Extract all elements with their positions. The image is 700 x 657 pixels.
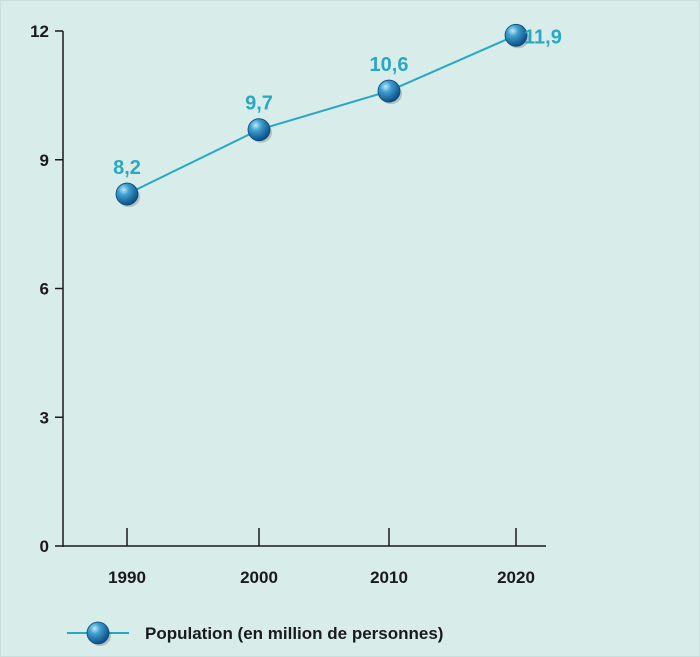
data-point <box>377 79 401 103</box>
data-point <box>247 118 271 142</box>
legend: Population (en million de personnes) <box>67 621 443 646</box>
data-label: 8,2 <box>113 157 141 179</box>
y-tick-label: 3 <box>40 408 49 427</box>
y-tick-label: 9 <box>40 151 49 170</box>
x-tick-label: 1990 <box>108 568 146 587</box>
series-line <box>126 34 517 195</box>
y-tick-label: 0 <box>40 537 49 556</box>
x-tick-label: 2000 <box>240 568 278 587</box>
y-tick-label: 12 <box>30 22 49 41</box>
x-tick-label: 2010 <box>370 568 408 587</box>
data-label: 11,9 <box>524 26 562 48</box>
legend-label: Population (en million de personnes) <box>145 624 443 643</box>
data-point <box>115 182 139 206</box>
legend-marker <box>86 621 110 645</box>
x-tick-label: 2020 <box>497 568 535 587</box>
y-tick-label: 6 <box>40 280 49 299</box>
axes: 0 3 6 9 12 1990 2000 2010 2020 <box>30 22 546 587</box>
series-layer: 8,2 9,7 10,6 11,9 <box>113 23 562 208</box>
data-label: 9,7 <box>245 93 273 115</box>
data-point <box>504 23 528 47</box>
data-label: 10,6 <box>370 54 409 76</box>
